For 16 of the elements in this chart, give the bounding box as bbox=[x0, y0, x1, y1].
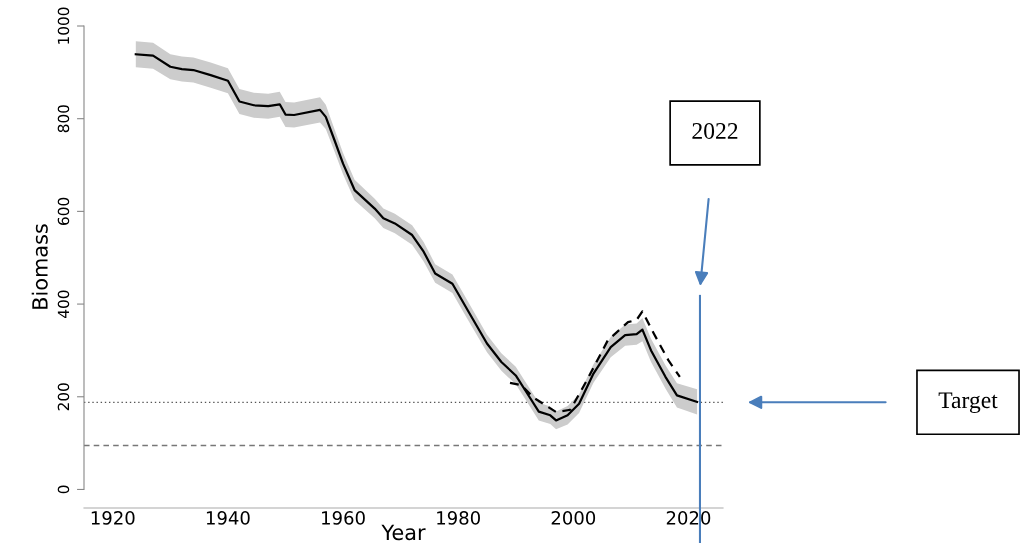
y-tick-label: 200 bbox=[57, 383, 70, 411]
annotation: 2022 bbox=[692, 122, 738, 139]
x-tick-label: 1940 bbox=[206, 511, 250, 525]
y-tick-label: 400 bbox=[57, 290, 70, 318]
line-series bbox=[508, 310, 681, 414]
x-tick-label: 1980 bbox=[437, 511, 480, 525]
y-tick-label: 800 bbox=[57, 105, 70, 133]
text: Target bbox=[938, 392, 998, 414]
x-tick-label: 1920 bbox=[91, 511, 135, 525]
x-tick-label: 2000 bbox=[551, 511, 596, 525]
y-tick-label: 600 bbox=[57, 197, 70, 225]
y-tick-label: 1000 bbox=[57, 7, 70, 44]
y-tick-label: 0 bbox=[57, 485, 70, 494]
x-tick-label: 1960 bbox=[322, 511, 365, 525]
y-axis-title: Biomass bbox=[31, 224, 48, 309]
x-axis-title: Year bbox=[381, 524, 426, 541]
